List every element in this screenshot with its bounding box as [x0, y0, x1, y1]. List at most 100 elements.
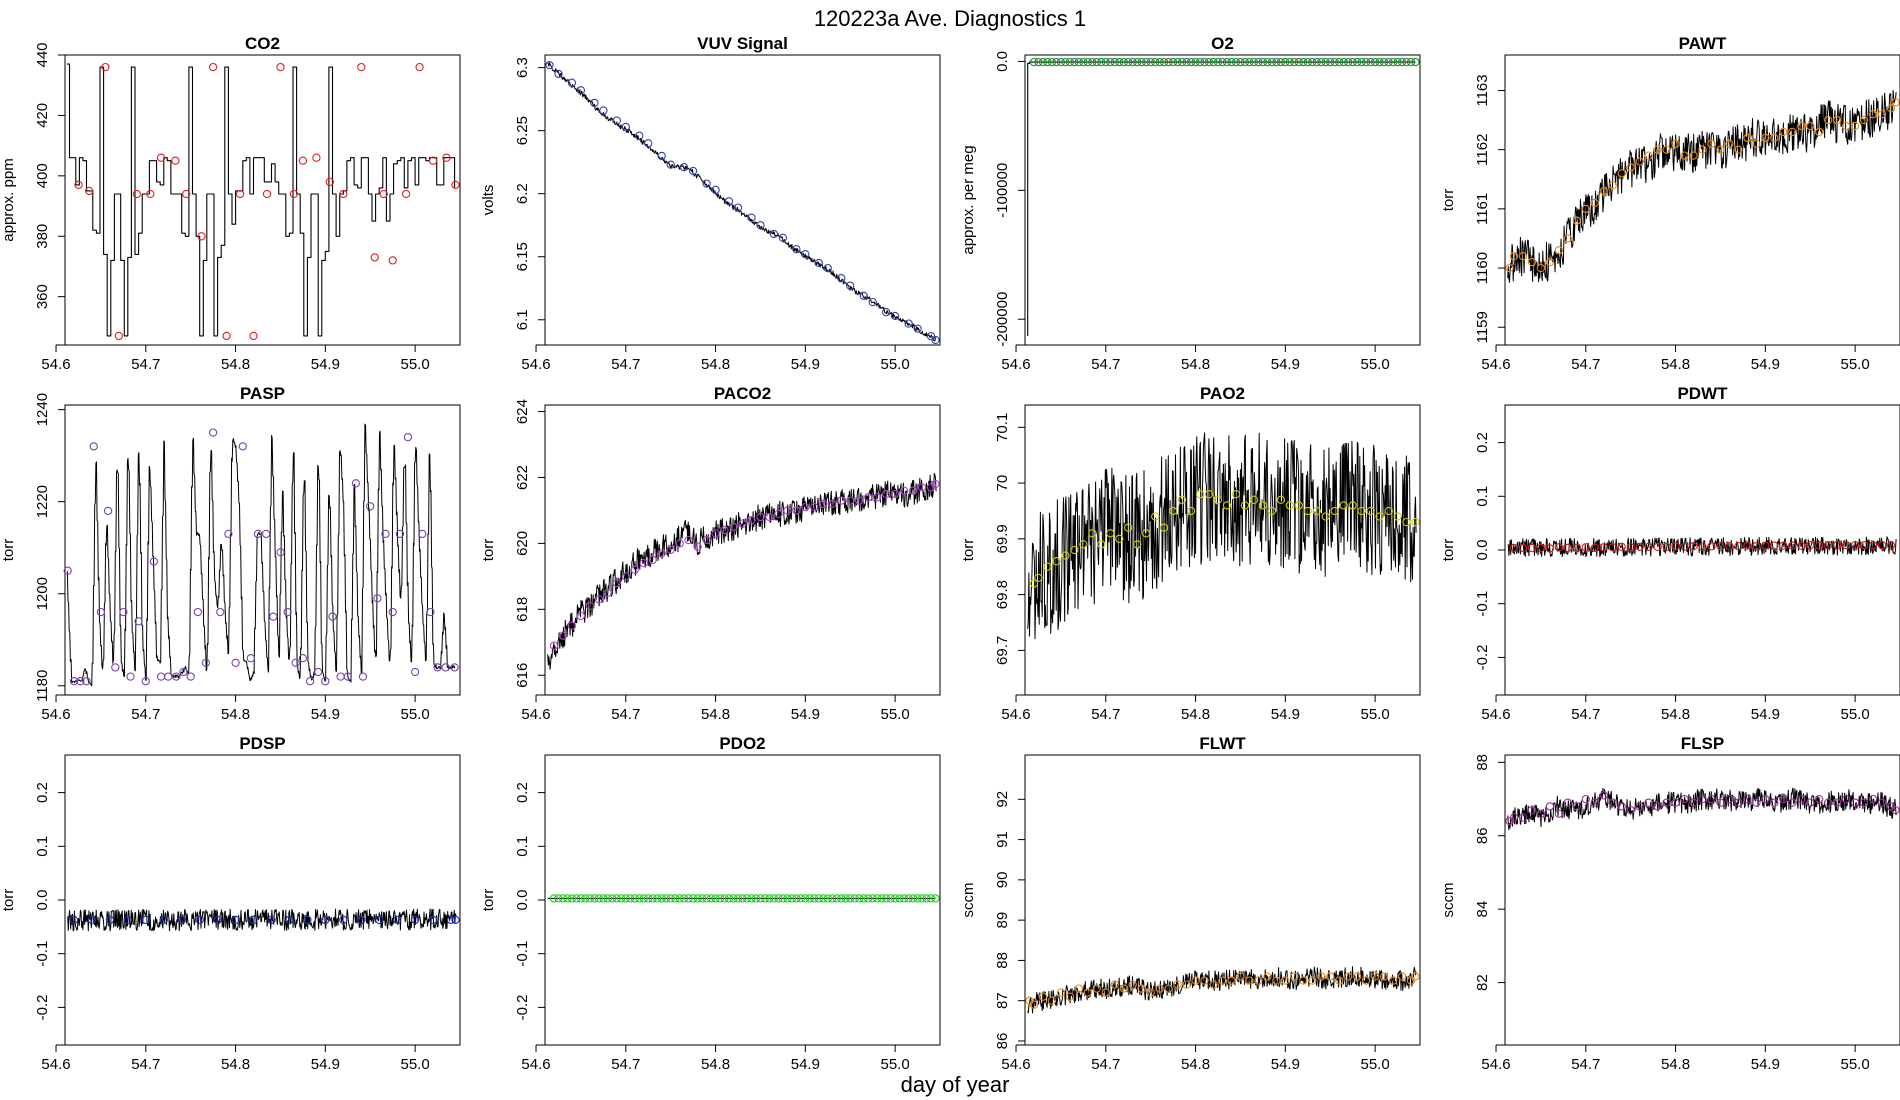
panel-pao2-xtick-label: 54.9	[1271, 706, 1300, 723]
panel-o2-ytick-label: -100000	[994, 163, 1011, 218]
panel-flwt-avg-point	[1119, 984, 1128, 993]
panel-flwt-avg-point	[1290, 972, 1299, 981]
panel-pao2-avg-point	[1321, 512, 1330, 521]
panel-paco2-ytick-label: 618	[514, 597, 531, 622]
panel-pdwt-avg-point	[1590, 543, 1599, 553]
panel-o2-avg-point	[1168, 57, 1178, 67]
panel-pasp-avg-point	[141, 677, 150, 686]
panel-o2-avg-point	[1326, 57, 1335, 67]
panel-flwt-ytick-label: 86	[994, 1033, 1011, 1050]
panel-co2-ytick-label: 360	[34, 284, 51, 309]
panel-pawt-avg-point	[1891, 98, 1900, 107]
panel-pdo2-avg-point	[760, 894, 770, 903]
panel-paco2: PACO2 torr 54.6 54.7 54.8 54.9 55.0 616 618 620 62…	[480, 384, 941, 723]
panel-pasp-avg-point	[238, 442, 247, 451]
panel-pasp-avg-point	[328, 612, 337, 621]
panel-o2-xtick-label: 54.6	[1001, 356, 1030, 373]
panel-o2-avg-point	[1043, 57, 1052, 67]
panel-pdsp-avg-point	[177, 915, 186, 925]
panel-pasp-ytick-label: 1180	[34, 670, 51, 702]
panel-flwt-avg-point	[1227, 976, 1236, 985]
panel-pawt-avg-point	[1841, 121, 1851, 131]
panel-flsp-xtick-label: 54.9	[1751, 1056, 1780, 1073]
panel-co2-avg-point	[101, 62, 110, 72]
panel-o2-avg-point	[1272, 57, 1281, 67]
panel-co2-avg-point	[339, 189, 348, 199]
panel-pdwt-avg-point	[1527, 543, 1537, 553]
panel-o2-avg-point	[1366, 57, 1375, 67]
panel-vuv-signal-avg-point	[837, 274, 846, 283]
panel-o2-avg-point	[1065, 57, 1075, 67]
panel-pdo2-avg-point	[742, 894, 752, 903]
panel-pdsp-title: PDSP	[239, 734, 285, 753]
panel-pdo2-avg-point	[702, 894, 711, 903]
panel-paco2-avg-point	[908, 486, 918, 495]
panel-flsp-avg-point	[1563, 798, 1572, 807]
panel-pao2-avg-point	[1357, 506, 1366, 516]
panel-co2-avg-point	[208, 62, 218, 72]
panel-o2-avg-point	[1276, 57, 1286, 67]
panel-vuv-signal-avg-point	[859, 291, 868, 300]
panel-pawt-avg-point	[1797, 121, 1806, 131]
panel-pawt-avg-point	[1725, 139, 1734, 148]
panel-pasp-avg-point	[216, 607, 225, 617]
panel-vuv-signal-ytick-label: 6.1	[514, 309, 531, 330]
panel-paco2-avg-point	[603, 588, 612, 597]
panel-flsp-ytick-label: 82	[1474, 974, 1491, 991]
panel-pdo2-avg-point	[756, 894, 765, 903]
panel-pdwt-avg-point	[1662, 542, 1671, 551]
panel-pdwt-avg-point	[1581, 543, 1590, 552]
panel-co2-avg-point	[85, 186, 94, 196]
panel-pdwt-avg-point	[1788, 541, 1797, 550]
panel-pawt-xtick-label: 54.6	[1481, 356, 1510, 373]
panel-pdo2-avg-point	[563, 894, 572, 903]
panel-pawt-ytick-label: 1159	[1474, 311, 1491, 343]
panel-flsp-avg-point	[1698, 794, 1707, 804]
panel-pdo2-xtick-label: 55.0	[881, 1056, 910, 1073]
panel-pawt-ytick-label: 1162	[1474, 134, 1491, 166]
panel-pdsp-avg-point	[375, 915, 384, 925]
panel-flsp-avg-point	[1626, 805, 1635, 815]
panel-flsp-ytick-label: 84	[1474, 901, 1491, 918]
panel-pawt-frame	[1504, 54, 1900, 346]
panel-pdwt-avg-point	[1599, 543, 1608, 552]
panel-o2-avg-point	[1397, 57, 1407, 67]
panel-pdsp-avg-point	[141, 915, 150, 925]
panel-paco2-avg-point	[675, 539, 684, 548]
panel-flsp-avg-point	[1797, 794, 1806, 804]
panel-flwt-xtick-label: 54.8	[1181, 1056, 1210, 1073]
panel-pawt-ytick-label: 1160	[1474, 252, 1491, 284]
panel-flsp-avg-point	[1653, 802, 1662, 811]
panel-flwt-avg-point	[1254, 976, 1263, 985]
panel-pdwt-avg-point	[1752, 542, 1761, 551]
panel-pawt-avg-point	[1788, 127, 1797, 137]
panel-o2-avg-point	[1182, 57, 1191, 67]
panel-pao2-avg-point	[1240, 501, 1250, 510]
panel-co2-avg-point	[182, 189, 191, 199]
panel-flsp-ytick-label: 88	[1474, 754, 1491, 771]
panel-paco2-xtick-label: 54.7	[611, 706, 640, 723]
panel-flwt-avg-point	[1155, 984, 1164, 993]
panel-flwt-ytick-label: 87	[994, 992, 1011, 1009]
panel-flsp-avg-point	[1833, 798, 1842, 807]
panel-pdwt-xtick-label: 55.0	[1841, 706, 1870, 723]
panel-flwt-avg-point	[1236, 972, 1245, 981]
panel-flsp-avg-point	[1770, 798, 1779, 807]
panel-pdo2-avg-point	[778, 894, 788, 903]
panel-vuv-signal-avg-point	[756, 221, 765, 230]
panel-paco2-avg-point	[711, 529, 720, 538]
panel-vuv-signal-avg-point	[599, 106, 608, 115]
panel-pdo2-avg-point	[715, 894, 725, 903]
panel-o2-avg-point	[1357, 57, 1366, 67]
panel-pasp-avg-point	[441, 663, 450, 672]
panel-pao2: PAO2 torr 54.6 54.7 54.8 54.9 55.0 69.7 69.8 69.9…	[960, 384, 1421, 723]
panel-co2-avg-point	[325, 177, 334, 187]
panel-pdwt-avg-point	[1859, 541, 1869, 550]
panel-pasp-avg-point	[253, 529, 263, 539]
panel-flwt-avg-point	[1353, 972, 1362, 981]
panel-pdo2-avg-point	[868, 894, 877, 903]
panel-pdsp-avg-point	[231, 915, 240, 925]
panel-pdo2-avg-point	[796, 894, 806, 903]
panel-pasp-avg-point	[351, 479, 361, 488]
panel-pdo2-avg-point	[751, 894, 761, 903]
